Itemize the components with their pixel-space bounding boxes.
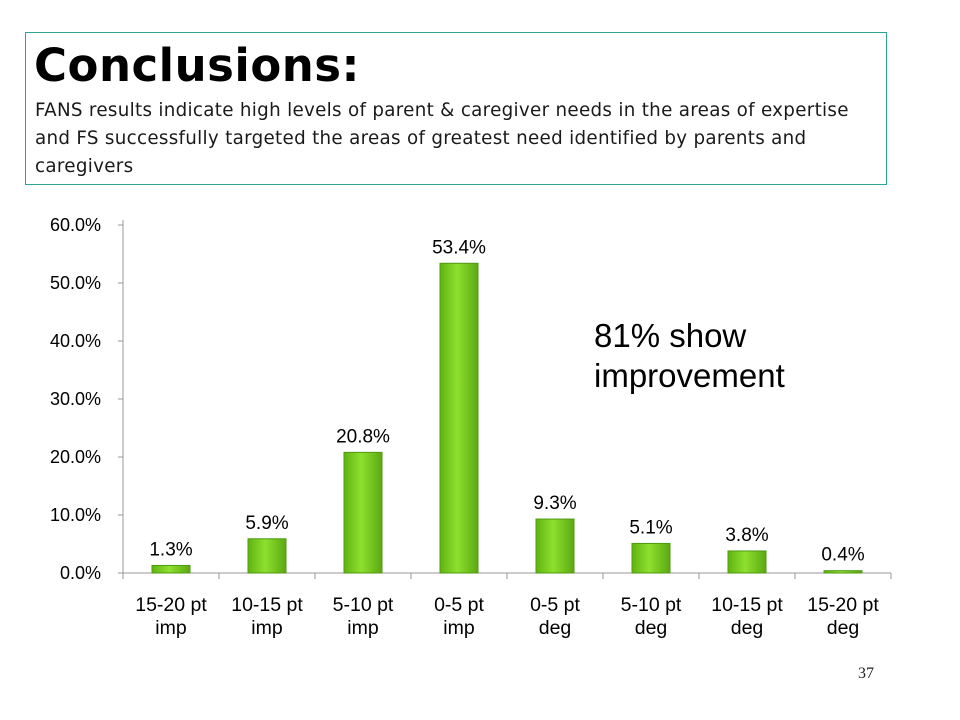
chart-bars [151,262,863,574]
y-tick-label: 0.0% [60,563,101,583]
data-label: 53.4% [432,237,486,258]
data-label: 0.4% [821,545,864,566]
x-tick-label: 15-20 pt [807,594,879,616]
header-box: Conclusions: FANS results indicate high … [25,32,887,185]
x-tick-label: 5-10 pt [333,594,394,616]
slide-title: Conclusions: [34,39,361,92]
bar [151,564,191,574]
x-tick-label: deg [827,617,860,639]
bar [247,538,287,574]
data-label: 1.3% [149,539,192,560]
bar-chart: 0.0% 10.0% 20.0% 30.0% 40.0% 50.0% 60.0% 1.3% 15… [50,215,892,639]
bar [343,451,383,574]
data-label: 5.1% [629,517,672,538]
data-label: 9.3% [533,493,576,514]
y-tick-label: 20.0% [50,447,101,467]
x-tick-label: imp [251,617,283,639]
slide-number: 37 [858,665,874,682]
x-tick-label: imp [155,617,187,639]
x-tick-label: 0-5 pt [530,594,580,616]
x-tick-label: 15-20 pt [135,594,207,616]
data-label: 20.8% [336,426,390,447]
x-tick-label: imp [443,617,475,639]
x-tick-label: 10-15 pt [231,594,303,616]
x-tick-label: deg [539,617,572,639]
y-tick-label: 30.0% [50,389,101,409]
slide-subtitle: FANS results indicate high levels of par… [35,100,849,177]
x-tick-label: 5-10 pt [621,594,682,616]
y-tick-label: 50.0% [50,273,101,293]
x-tick-label: 10-15 pt [711,594,783,616]
bar [727,550,767,574]
data-label: 5.9% [245,513,288,534]
y-tick-label: 10.0% [50,505,101,525]
chart-labels: 0.0% 10.0% 20.0% 30.0% 40.0% 50.0% 60.0% 1.3% 15… [50,215,879,639]
y-tick-label: 40.0% [50,331,101,351]
bar [535,518,575,574]
bar [439,262,479,574]
improvement-annotation: 81% show improvement [594,317,785,394]
x-tick-label: imp [347,617,379,639]
bar [823,570,863,574]
x-tick-label: 0-5 pt [434,594,484,616]
chart-axes [118,220,892,579]
x-tick-label: deg [635,617,668,639]
data-label: 3.8% [725,525,768,546]
bar [631,542,671,574]
y-tick-label: 60.0% [50,215,101,235]
x-tick-label: deg [731,617,764,639]
